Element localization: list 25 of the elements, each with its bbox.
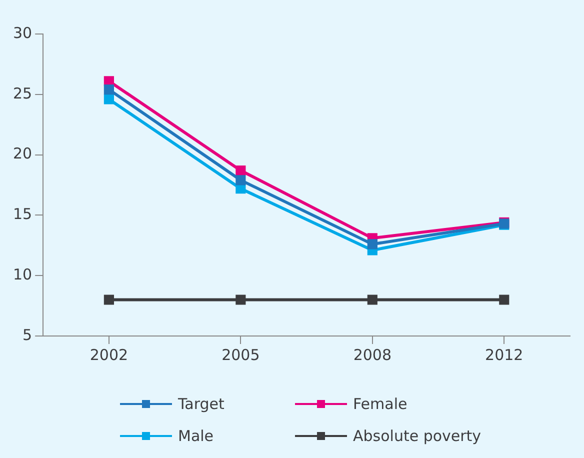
point — [104, 94, 114, 104]
legend-label: Target — [178, 395, 224, 413]
point — [236, 294, 246, 305]
x-tick-label: 2008 — [353, 346, 392, 364]
legend-label: Absolute poverty — [353, 427, 482, 445]
x-tick-label: 2002 — [90, 346, 128, 364]
point — [499, 294, 510, 305]
y-tick-label: 30 — [12, 24, 32, 42]
point — [236, 184, 246, 194]
point — [104, 294, 114, 305]
y-tick-label: 25 — [12, 84, 32, 102]
point — [104, 76, 114, 86]
y-tick-label: 20 — [12, 144, 32, 163]
point — [104, 84, 114, 95]
point — [236, 175, 246, 186]
point — [367, 294, 378, 305]
y-tick-label: 15 — [12, 205, 32, 224]
y-tick-label: 10 — [12, 265, 32, 284]
point — [367, 239, 378, 250]
x-tick-label: 2012 — [485, 346, 524, 364]
x-tick-label: 2005 — [222, 346, 260, 364]
legend-label: Male — [178, 427, 214, 445]
y-tick-label: 5 — [22, 326, 32, 344]
legend-label: Female — [353, 395, 408, 413]
point — [236, 165, 246, 176]
